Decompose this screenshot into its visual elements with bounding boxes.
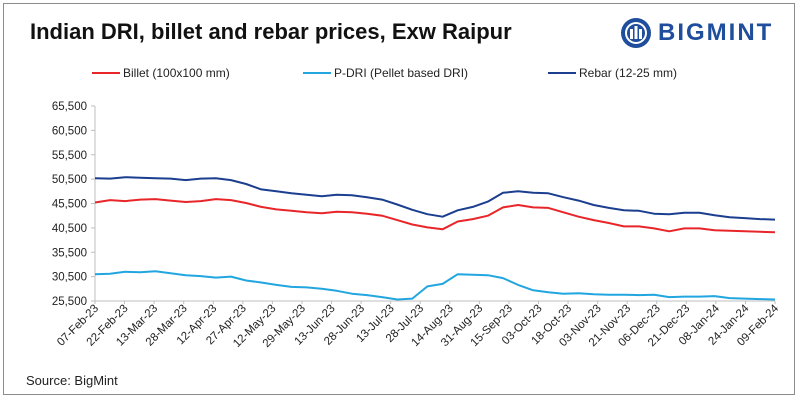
y-tick-label: 60,500 <box>52 125 87 137</box>
legend-swatch-pdri <box>303 72 331 74</box>
series-line-pdri <box>94 270 776 301</box>
legend-item-rebar: Rebar (12-25 mm) <box>548 66 677 80</box>
logo-text: BIGMINT <box>658 19 774 46</box>
bigmint-logo-icon <box>621 18 651 48</box>
brand-logo: BIGMINT <box>620 16 773 50</box>
chart-frame <box>3 3 795 395</box>
y-tick-label: 65,500 <box>52 101 87 113</box>
legend-item-billet: Billet (100x100 mm) <box>92 66 230 80</box>
y-tick-label: 55,500 <box>52 150 87 162</box>
y-tick-label: 35,500 <box>52 247 87 259</box>
legend-item-pdri: P-DRI (Pellet based DRI) <box>303 66 468 80</box>
source-note: Source: BigMint <box>26 373 118 388</box>
chart-title: Indian DRI, billet and rebar prices, Exw… <box>30 19 512 44</box>
y-tick-label: 25,500 <box>52 296 87 308</box>
legend-swatch-rebar <box>548 72 576 74</box>
y-tick-label: 45,500 <box>52 199 87 211</box>
legend-label-billet: Billet (100x100 mm) <box>123 66 230 80</box>
y-tick-label: 30,500 <box>52 272 87 284</box>
series-line-rebar <box>94 176 776 221</box>
legend-swatch-billet <box>92 72 120 74</box>
legend-label-rebar: Rebar (12-25 mm) <box>579 66 678 80</box>
legend-label-pdri: P-DRI (Pellet based DRI) <box>334 66 469 80</box>
chart-legend: Billet (100x100 mm) P-DRI (Pellet based … <box>0 66 800 82</box>
y-tick-label: 50,500 <box>52 174 87 186</box>
y-tick-label: 40,500 <box>52 223 87 235</box>
series-line-billet <box>94 198 776 234</box>
